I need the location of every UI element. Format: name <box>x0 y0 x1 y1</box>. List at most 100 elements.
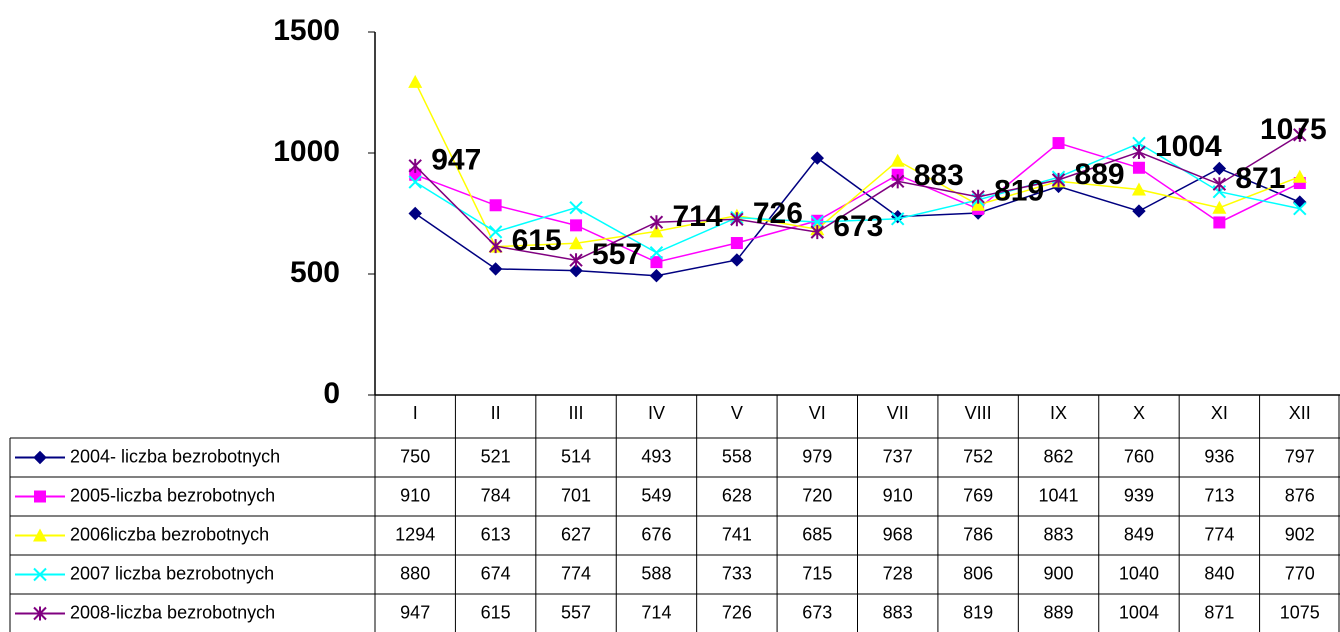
marker <box>649 224 664 238</box>
marker <box>891 209 905 224</box>
table-cell: 900 <box>1044 563 1074 583</box>
x-tick-label: XI <box>1211 403 1228 423</box>
table-cell: 673 <box>802 602 832 622</box>
marker <box>649 268 664 283</box>
legend-label: 2006liczba bezrobotnych <box>70 524 269 544</box>
marker <box>33 567 47 582</box>
marker <box>730 212 744 227</box>
series-line <box>414 142 1301 263</box>
data-label: 819 <box>994 175 1044 208</box>
x-tick-label: X <box>1133 403 1145 423</box>
data-label: 726 <box>753 197 803 230</box>
table-cell: 737 <box>883 446 913 466</box>
marker <box>971 197 986 211</box>
marker <box>1212 200 1227 214</box>
marker <box>730 253 744 267</box>
table-cell: 786 <box>963 524 993 544</box>
marker <box>33 606 47 621</box>
data-label: 557 <box>592 238 642 271</box>
table-cell: 936 <box>1204 446 1234 466</box>
x-tick-label: XII <box>1289 403 1311 423</box>
table-cell: 769 <box>963 485 993 505</box>
table-cell: 774 <box>561 563 591 583</box>
marker <box>1132 161 1145 174</box>
legend-label: 2005-liczba bezrobotnych <box>70 485 275 505</box>
x-tick-label: IV <box>648 403 665 423</box>
table-cell: 728 <box>883 563 913 583</box>
table-cell: 968 <box>883 524 913 544</box>
marker <box>1293 127 1307 142</box>
data-label: 947 <box>431 144 481 177</box>
table-cell: 674 <box>481 563 511 583</box>
table-cell: 514 <box>561 446 591 466</box>
series-line <box>414 81 1301 248</box>
table-cell: 588 <box>641 563 671 583</box>
marker <box>1212 161 1227 176</box>
y-tick-label: 1500 <box>273 14 340 47</box>
x-tick-label: III <box>569 403 584 423</box>
data-label: 673 <box>833 210 883 243</box>
marker <box>569 236 584 250</box>
marker <box>488 225 503 239</box>
series-line <box>414 157 1301 277</box>
marker <box>1293 195 1307 209</box>
marker <box>408 206 422 221</box>
y-tick-label: 0 <box>323 377 340 410</box>
marker <box>569 253 583 268</box>
table-cell: 713 <box>1204 485 1234 505</box>
table-cell: 627 <box>561 524 591 544</box>
table-cell: 714 <box>641 602 671 622</box>
marker <box>33 528 47 542</box>
x-tick-label: VIII <box>965 403 992 423</box>
marker <box>489 199 502 212</box>
table-cell: 615 <box>481 602 511 622</box>
table-cell: 720 <box>802 485 832 505</box>
table-cell: 493 <box>641 446 671 466</box>
table-cell: 784 <box>481 485 511 505</box>
table-cell: 770 <box>1285 563 1315 583</box>
marker <box>891 212 905 226</box>
series-line <box>414 134 1301 261</box>
table-cell: 871 <box>1204 602 1234 622</box>
table-cell: 676 <box>641 524 671 544</box>
marker <box>649 245 664 260</box>
table-cell: 889 <box>1044 602 1074 622</box>
table-cell: 726 <box>722 602 752 622</box>
table-cell: 902 <box>1285 524 1315 544</box>
marker <box>810 225 824 240</box>
marker <box>890 153 905 167</box>
marker <box>1292 169 1307 183</box>
table-cell: 797 <box>1285 446 1315 466</box>
marker <box>569 263 583 278</box>
legend-label: 2008-liczba bezrobotnych <box>70 602 275 622</box>
table-cell: 628 <box>722 485 752 505</box>
marker <box>1132 204 1146 218</box>
table-cell: 883 <box>883 602 913 622</box>
table-cell: 715 <box>802 563 832 583</box>
table-cell: 557 <box>561 602 591 622</box>
table-cell: 741 <box>722 524 752 544</box>
y-tick-label: 500 <box>290 256 340 289</box>
marker <box>1213 216 1226 229</box>
table-cell: 558 <box>722 446 752 466</box>
x-tick-label: I <box>413 403 418 423</box>
table-cell: 752 <box>963 446 993 466</box>
marker <box>34 490 46 503</box>
data-label: 1075 <box>1260 113 1327 146</box>
data-label: 1004 <box>1155 130 1222 163</box>
marker <box>1051 172 1066 187</box>
table-cell: 862 <box>1044 446 1074 466</box>
y-tick-label: 1000 <box>273 135 340 168</box>
marker <box>971 189 985 204</box>
marker <box>810 215 824 229</box>
marker <box>570 219 583 232</box>
table-cell: 939 <box>1124 485 1154 505</box>
marker <box>569 200 583 215</box>
table-cell: 701 <box>561 485 591 505</box>
marker <box>891 174 905 189</box>
marker <box>650 256 663 269</box>
marker <box>1052 137 1065 150</box>
table-cell: 1004 <box>1119 602 1159 622</box>
table-cell: 685 <box>802 524 832 544</box>
